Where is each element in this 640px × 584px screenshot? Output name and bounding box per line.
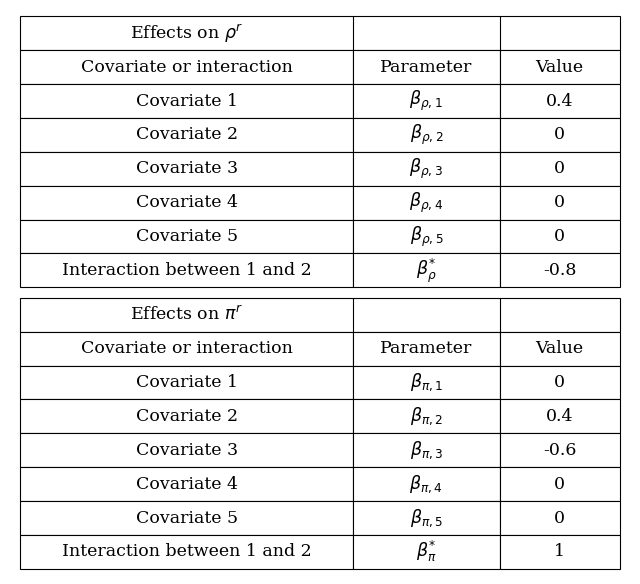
Text: 0: 0 xyxy=(554,228,565,245)
Bar xyxy=(20,332,353,366)
Bar xyxy=(353,220,500,253)
Bar xyxy=(500,152,620,186)
Text: Interaction between 1 and 2: Interaction between 1 and 2 xyxy=(62,262,312,279)
Text: Effects on $\pi^r$: Effects on $\pi^r$ xyxy=(130,305,243,324)
Bar xyxy=(20,467,353,501)
Bar xyxy=(20,16,620,50)
Bar xyxy=(500,433,620,467)
Text: $\beta_{\rho,5}$: $\beta_{\rho,5}$ xyxy=(410,224,443,249)
Bar xyxy=(20,253,353,287)
Text: Parameter: Parameter xyxy=(380,58,472,76)
Text: Covariate 3: Covariate 3 xyxy=(136,160,238,178)
Text: Covariate 3: Covariate 3 xyxy=(136,442,238,459)
Bar xyxy=(353,535,500,569)
Text: $\beta_{\pi,5}$: $\beta_{\pi,5}$ xyxy=(410,507,443,529)
Bar xyxy=(20,501,353,535)
Text: $\beta_{\rho,4}$: $\beta_{\rho,4}$ xyxy=(410,190,444,215)
Text: Covariate 2: Covariate 2 xyxy=(136,126,238,144)
Text: Covariate 4: Covariate 4 xyxy=(136,194,237,211)
Bar xyxy=(20,220,353,253)
Text: 0: 0 xyxy=(554,126,565,144)
Text: 0.4: 0.4 xyxy=(546,408,573,425)
Bar xyxy=(500,50,620,84)
Bar xyxy=(353,118,500,152)
Bar xyxy=(353,433,500,467)
Bar xyxy=(353,50,500,84)
Bar xyxy=(20,186,353,220)
Text: $\beta_{\rho,1}$: $\beta_{\rho,1}$ xyxy=(410,89,443,113)
Bar xyxy=(500,118,620,152)
Bar xyxy=(20,399,353,433)
Text: Covariate or interaction: Covariate or interaction xyxy=(81,340,292,357)
Text: Covariate or interaction: Covariate or interaction xyxy=(81,58,292,76)
Bar xyxy=(500,253,620,287)
Bar xyxy=(500,467,620,501)
Text: $\beta_{\pi,2}$: $\beta_{\pi,2}$ xyxy=(410,406,443,427)
Text: 0.4: 0.4 xyxy=(546,92,573,110)
Bar xyxy=(500,535,620,569)
Text: Covariate 5: Covariate 5 xyxy=(136,228,238,245)
Bar xyxy=(353,399,500,433)
Text: -0.6: -0.6 xyxy=(543,442,576,459)
Text: Parameter: Parameter xyxy=(380,340,472,357)
Bar xyxy=(500,366,620,399)
Bar xyxy=(500,84,620,118)
Bar xyxy=(353,467,500,501)
Bar xyxy=(353,501,500,535)
Text: $\beta_{\pi}^{*}$: $\beta_{\pi}^{*}$ xyxy=(416,540,436,564)
Text: 1: 1 xyxy=(554,543,565,561)
Text: -0.8: -0.8 xyxy=(543,262,576,279)
Bar xyxy=(500,332,620,366)
Bar xyxy=(20,298,620,332)
Bar xyxy=(20,84,353,118)
Bar xyxy=(20,366,353,399)
Bar xyxy=(500,501,620,535)
Text: $\beta_{\pi,3}$: $\beta_{\pi,3}$ xyxy=(410,440,443,461)
Text: $\beta_{\pi,4}$: $\beta_{\pi,4}$ xyxy=(410,474,443,495)
Bar xyxy=(20,50,353,84)
Text: Covariate 5: Covariate 5 xyxy=(136,509,238,527)
Bar xyxy=(500,186,620,220)
Text: 0: 0 xyxy=(554,160,565,178)
Bar xyxy=(353,186,500,220)
Text: 0: 0 xyxy=(554,374,565,391)
Text: $\beta_{\pi,1}$: $\beta_{\pi,1}$ xyxy=(410,372,443,393)
Bar xyxy=(353,366,500,399)
Bar xyxy=(353,84,500,118)
Bar xyxy=(20,433,353,467)
Text: $\beta_{\rho}^{*}$: $\beta_{\rho}^{*}$ xyxy=(416,256,436,284)
Text: $\beta_{\rho,2}$: $\beta_{\rho,2}$ xyxy=(410,123,443,147)
Text: $\beta_{\rho,3}$: $\beta_{\rho,3}$ xyxy=(410,157,444,181)
Text: Effects on $\rho^r$: Effects on $\rho^r$ xyxy=(130,22,243,44)
Text: 0: 0 xyxy=(554,475,565,493)
Bar xyxy=(353,152,500,186)
Text: Covariate 2: Covariate 2 xyxy=(136,408,238,425)
Text: 0: 0 xyxy=(554,509,565,527)
Bar xyxy=(353,332,500,366)
Text: Covariate 1: Covariate 1 xyxy=(136,92,237,110)
Text: Value: Value xyxy=(536,58,584,76)
Bar xyxy=(20,118,353,152)
Bar xyxy=(20,152,353,186)
Text: Covariate 1: Covariate 1 xyxy=(136,374,237,391)
Text: Value: Value xyxy=(536,340,584,357)
Text: 0: 0 xyxy=(554,194,565,211)
Bar xyxy=(20,535,353,569)
Bar xyxy=(500,220,620,253)
Bar xyxy=(500,399,620,433)
Bar xyxy=(353,253,500,287)
Text: Interaction between 1 and 2: Interaction between 1 and 2 xyxy=(62,543,312,561)
Text: Covariate 4: Covariate 4 xyxy=(136,475,237,493)
